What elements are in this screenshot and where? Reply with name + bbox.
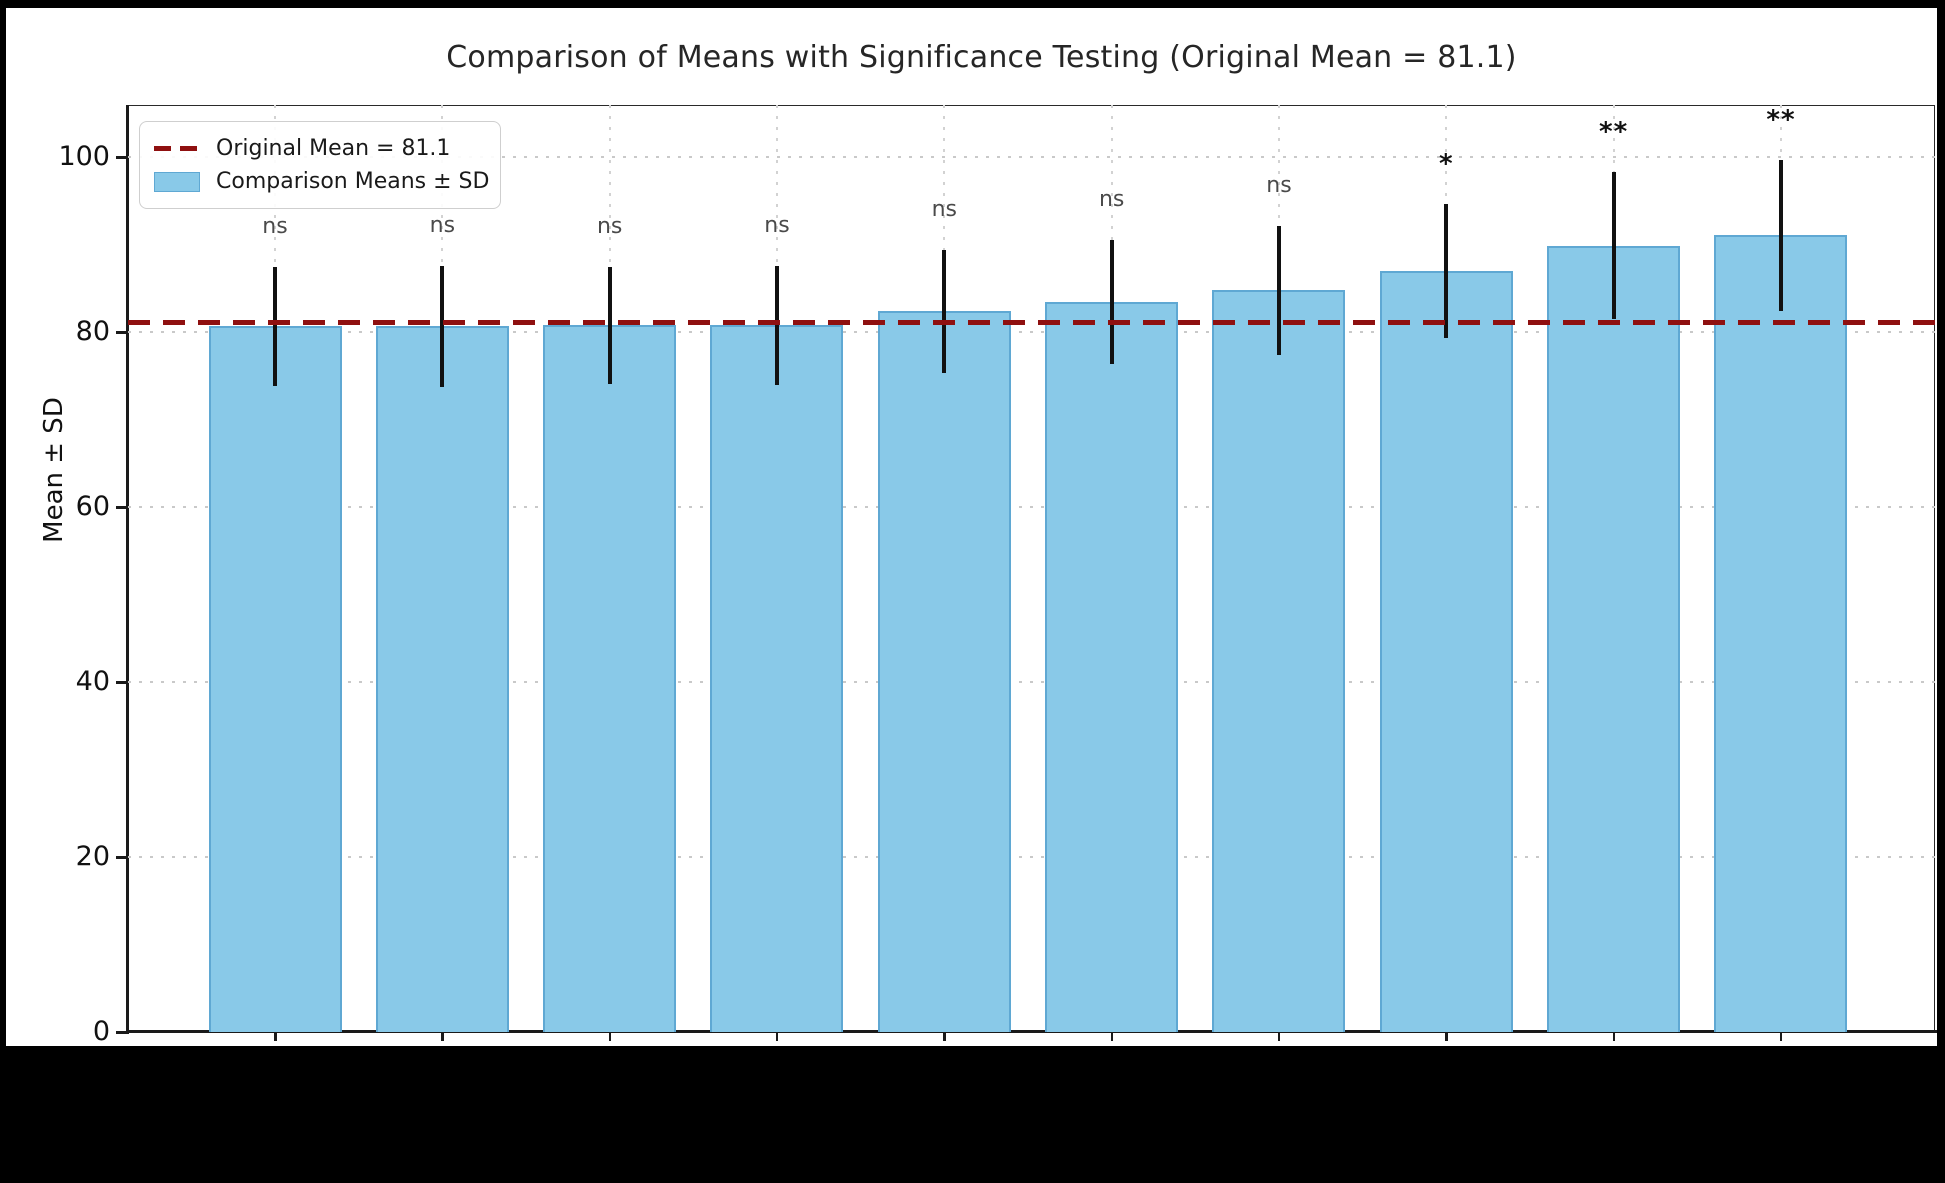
x-tick [1445,1032,1448,1041]
y-tick-label: 80 [75,316,110,348]
y-tick [116,856,128,859]
x-tick [1110,1032,1114,1041]
y-axis-spine [126,105,129,1034]
bar [1045,301,1179,1032]
x-tick [608,1032,612,1041]
significance-label: * [1438,148,1454,179]
significance-label: ns [1098,186,1125,212]
y-tick-label: 60 [75,491,110,523]
significance-label: ns [1266,172,1292,198]
error-bar [1276,225,1281,356]
significance-label: ns [429,212,456,238]
dashed-line-swatch-icon [154,146,200,151]
bar [375,326,509,1032]
error-bar [1109,239,1114,364]
significance-label: ** [1599,117,1629,148]
error-bar [440,265,445,387]
x-axis-spine [126,1030,1937,1033]
x-tick [1612,1032,1616,1041]
top-spine [128,105,1935,107]
error-bar [1778,160,1783,311]
error-bar [1444,203,1449,339]
error-bar [774,265,779,385]
y-tick-label: 20 [75,841,110,873]
y-tick [116,331,128,334]
bar-color-swatch-icon [154,171,200,192]
bar [208,326,342,1032]
x-tick [441,1032,444,1041]
significance-label: ns [262,213,288,239]
bar [1379,271,1513,1032]
significance-label: ns [931,197,958,223]
x-tick [274,1032,277,1041]
bar [710,325,844,1032]
y-tick-label: 100 [58,141,110,173]
legend: Original Mean = 81.1 Comparison Means ± … [139,121,501,209]
significance-label: ns [596,213,623,239]
y-tick [116,506,128,509]
horizontal-gridline [128,681,1935,684]
y-tick [116,1031,128,1034]
error-bar [607,266,612,384]
horizontal-gridline [128,156,1935,159]
legend-row-original-mean: Original Mean = 81.1 [154,132,486,165]
chart-title: Comparison of Means with Significance Te… [446,40,1517,75]
y-tick [116,156,128,159]
legend-label: Comparison Means ± SD [216,169,490,194]
plot-area: Original Mean = 81.1 Comparison Means ± … [58,105,1937,1047]
legend-row-comparison-means: Comparison Means ± SD [154,165,490,198]
y-axis-label: Mean ± SD [39,397,69,543]
x-tick [1277,1032,1281,1041]
original-mean-reference-line [128,320,1935,326]
legend-label: Original Mean = 81.1 [216,136,451,161]
significance-label: ** [1766,105,1796,136]
significance-label: ns [764,212,790,238]
bar [877,311,1011,1032]
error-bar [1611,172,1616,320]
x-tick [1779,1032,1783,1041]
horizontal-gridline [128,331,1935,334]
right-spine [1933,105,1935,1032]
y-tick [116,681,128,684]
bar [543,325,677,1032]
error-bar [273,266,277,386]
bar [1714,235,1848,1032]
x-tick [775,1032,779,1041]
horizontal-gridline [128,856,1935,859]
y-tick-label: 0 [92,1016,110,1047]
bar [1212,290,1346,1032]
x-tick [943,1032,946,1041]
y-tick-label: 40 [75,666,110,698]
bar [1547,245,1681,1032]
horizontal-gridline [128,506,1935,509]
error-bar [942,250,947,373]
